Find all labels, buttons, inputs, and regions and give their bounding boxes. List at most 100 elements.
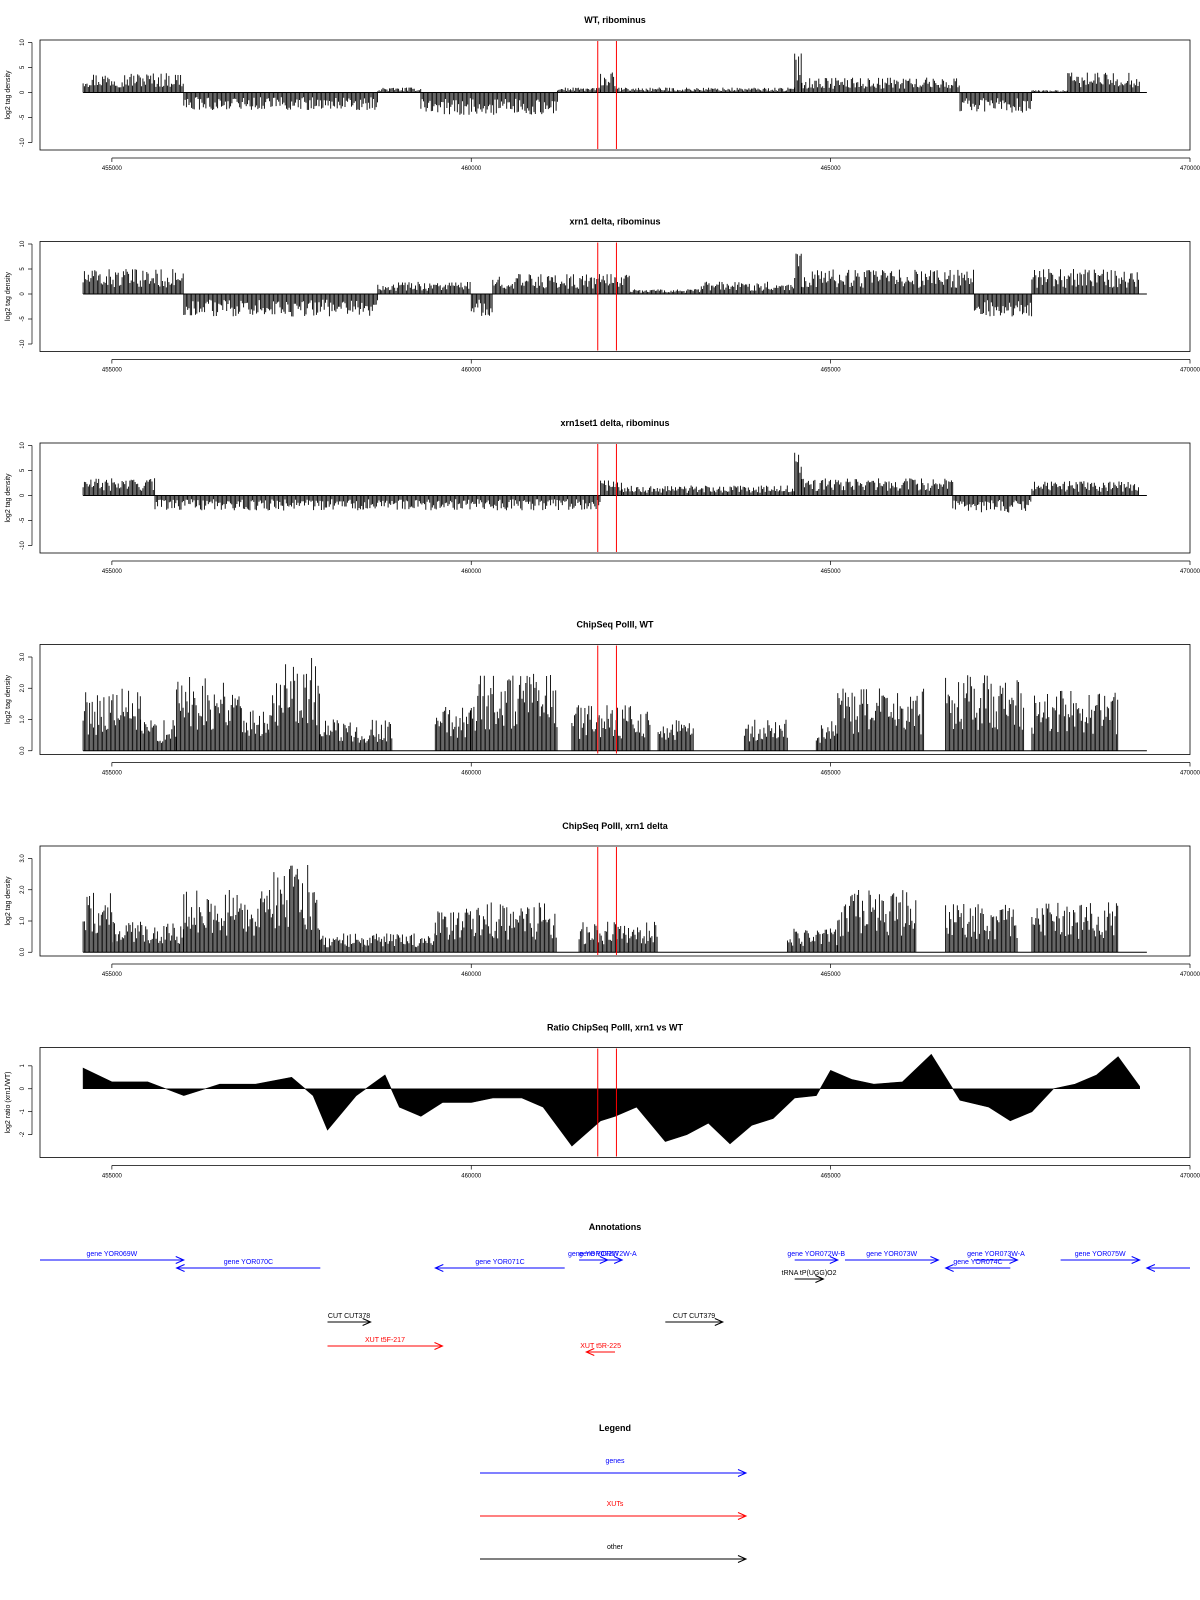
legend-label: genes	[605, 1458, 625, 1465]
annotation-feature: CUT CUT378	[327, 1313, 372, 1326]
x-tick-label: 470000	[1180, 1174, 1200, 1180]
y-tick-label: -10	[20, 138, 26, 147]
x-tick-label: 455000	[102, 771, 123, 777]
y-tick-label: 10	[20, 442, 26, 449]
feature-label: gene YOR075W	[1075, 1251, 1126, 1258]
x-axis: 455000 460000 465000 470000	[102, 963, 1200, 978]
track-panel: xrn1set1 delta, ribominus -10 -5 0 5 10 log2 t…	[5, 418, 1200, 575]
panel-title: ChipSeq PolII, xrn1 delta	[562, 821, 669, 831]
track-panel: WT, ribominus -10 -5 0 5 10 log2 tag density 45…	[5, 15, 1200, 172]
x-tick-label: 465000	[821, 166, 842, 172]
x-tick-label: 455000	[102, 166, 123, 172]
y-axis-label: log2 tag density	[5, 70, 12, 120]
annotations-title: Annotations	[589, 1222, 642, 1232]
plot-frame	[39, 1047, 1191, 1158]
arrow-head-icon	[175, 1264, 185, 1272]
signal-bars	[82, 253, 1139, 317]
feature-label: gene YOR074C	[953, 1259, 1002, 1266]
y-tick-label: 5	[20, 267, 26, 271]
track-panel: Ratio ChipSeq PolII, xrn1 vs WT -2 -1 0 1 log…	[5, 1023, 1200, 1180]
annotation-feature: XUT t5F-217	[327, 1337, 444, 1350]
annotation-feature	[1145, 1264, 1190, 1272]
y-tick-label: -1	[20, 1108, 26, 1114]
arrow-head-icon	[1145, 1264, 1156, 1272]
y-axis: -2 -1 0 1	[20, 1064, 33, 1137]
y-tick-label: 1.0	[20, 916, 26, 925]
y-tick-label: 0	[20, 1086, 26, 1090]
plot-frame	[39, 241, 1191, 352]
legend-label: XUTs	[607, 1501, 624, 1508]
annotation-feature: gene YOR075W	[1060, 1251, 1141, 1264]
legend-item: other	[480, 1544, 748, 1563]
signal-bars	[82, 658, 1119, 751]
annotation-feature: tRNA tP(UGG)O2	[782, 1270, 837, 1283]
feature-label: tRNA tP(UGG)O2	[782, 1270, 837, 1277]
plot-frame	[39, 644, 1191, 755]
x-tick-label: 460000	[461, 368, 482, 374]
arrow-head-icon	[434, 1264, 444, 1272]
arrow-head-icon	[930, 1256, 940, 1264]
y-tick-label: -2	[20, 1131, 26, 1137]
y-tick-label: 0	[20, 90, 26, 94]
arrow-head-icon	[815, 1275, 825, 1283]
y-axis-label: log2 tag density	[5, 473, 12, 523]
x-tick-label: 470000	[1180, 368, 1200, 374]
y-tick-label: 10	[20, 39, 26, 46]
y-tick-label: 10	[20, 240, 26, 247]
feature-label: gene YOR073W-A	[967, 1251, 1025, 1258]
y-tick-label: -10	[20, 541, 26, 550]
plot-frame	[39, 845, 1191, 957]
annotation-feature: gene YOR069W	[40, 1251, 185, 1264]
y-axis: -10 -5 0 5 10	[20, 39, 33, 147]
panel-title: xrn1 delta, ribominus	[569, 217, 660, 227]
ratio-area	[82, 1053, 1141, 1147]
y-tick-label: 2.0	[20, 885, 26, 894]
y-tick-label: -5	[20, 114, 26, 120]
arrow-head-icon	[944, 1264, 954, 1272]
signal-bars	[82, 865, 1119, 953]
annotation-feature: gene YOR072W-B	[787, 1251, 845, 1264]
arrow-head-icon	[1009, 1256, 1019, 1264]
y-tick-label: -5	[20, 316, 26, 322]
y-tick-label: 5	[20, 65, 26, 69]
y-tick-label: 0.0	[20, 746, 26, 755]
y-tick-label: 3.0	[20, 652, 26, 661]
x-tick-label: 460000	[461, 166, 482, 172]
y-axis: -10 -5 0 5 10	[20, 240, 33, 348]
feature-label: CUT CUT378	[328, 1313, 370, 1320]
feature-label: gene YOR072W-B	[787, 1251, 845, 1258]
feature-label: gene YOR071C	[475, 1259, 524, 1266]
x-axis: 455000 460000 465000 470000	[102, 359, 1200, 374]
arrow-head-icon	[829, 1256, 840, 1264]
track-panel: ChipSeq PolII, WT 0.0 1.0 2.0 3.0 log2 tag de…	[5, 620, 1200, 777]
y-tick-label: 5	[20, 468, 26, 472]
x-tick-label: 460000	[461, 972, 482, 978]
x-tick-label: 455000	[102, 1174, 123, 1180]
y-tick-label: 1	[20, 1064, 26, 1068]
x-tick-label: 465000	[821, 1174, 842, 1180]
annotation-feature: gene YOR071C	[434, 1259, 565, 1272]
x-tick-label: 465000	[821, 368, 842, 374]
annotation-feature: gene YOR073W	[845, 1251, 940, 1264]
y-tick-label: 0	[20, 292, 26, 296]
arrow-head-icon	[714, 1318, 725, 1326]
x-tick-label: 460000	[461, 1174, 482, 1180]
legend-items: genes XUTs other	[480, 1458, 748, 1563]
y-axis-label: log2 ratio (xrn1/WT)	[5, 1072, 12, 1134]
y-tick-label: 1.0	[20, 715, 26, 724]
panel-title: WT, ribominus	[584, 15, 646, 25]
x-tick-label: 470000	[1180, 972, 1200, 978]
x-tick-label: 455000	[102, 569, 123, 575]
y-axis: 0.0 1.0 2.0 3.0	[20, 652, 33, 755]
x-tick-label: 460000	[461, 569, 482, 575]
feature-label: XUT t5R-225	[580, 1343, 621, 1350]
legend-label: other	[607, 1544, 624, 1551]
panel-title: Ratio ChipSeq PolII, xrn1 vs WT	[547, 1023, 684, 1033]
x-tick-label: 465000	[821, 569, 842, 575]
y-tick-label: 3.0	[20, 854, 26, 863]
y-axis: -10 -5 0 5 10	[20, 442, 33, 550]
panel-title: xrn1set1 delta, ribominus	[560, 418, 669, 428]
track-panel: xrn1 delta, ribominus -10 -5 0 5 10 log2 tag d…	[5, 217, 1200, 374]
plot-frame	[39, 39, 1191, 151]
